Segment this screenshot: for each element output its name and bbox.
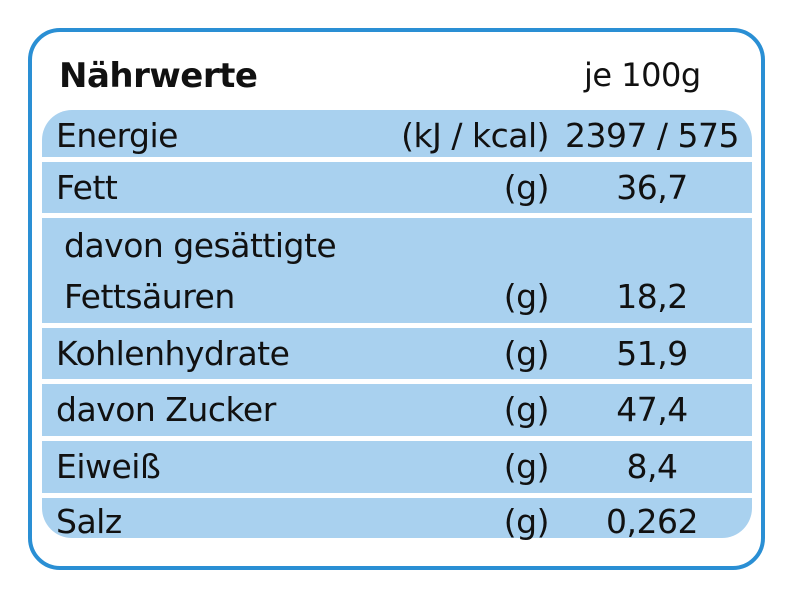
row-unit: (g) xyxy=(503,277,550,316)
nutrition-table: Energie (kJ / kcal) 2397 / 575 Fett (g) … xyxy=(42,110,752,541)
row-name-line1: davon gesättigte xyxy=(64,226,337,265)
row-unit: (g) xyxy=(503,447,550,486)
row-unit: (g) xyxy=(503,502,550,541)
row-name: davon Zucker xyxy=(56,390,276,429)
row-name: Fett xyxy=(56,168,118,207)
row-unit: (g) xyxy=(503,334,550,373)
row-value: 36,7 xyxy=(616,168,688,207)
table-row-fett: Fett (g) 36,7 xyxy=(42,162,752,218)
row-name: Energie xyxy=(56,116,178,155)
nutrition-label: Nährwerte je 100g Energie (kJ / kcal) 23… xyxy=(28,28,765,570)
nutrition-header: Nährwerte je 100g xyxy=(32,32,761,112)
row-name: Salz xyxy=(56,502,122,541)
row-value: 18,2 xyxy=(616,277,688,316)
row-name: Kohlenhydrate xyxy=(56,334,290,373)
table-row-gesaettigte-fettsaeuren: davon gesättigte Fettsäuren (g) 18,2 xyxy=(42,218,752,328)
table-row-salz: Salz (g) 0,262 xyxy=(42,498,752,541)
row-value: 8,4 xyxy=(626,447,678,486)
row-value: 51,9 xyxy=(616,334,688,373)
nutrition-title: Nährwerte xyxy=(59,56,258,96)
row-unit: (g) xyxy=(503,168,550,207)
table-row-zucker: davon Zucker (g) 47,4 xyxy=(42,384,752,441)
table-row-kohlenhydrate: Kohlenhydrate (g) 51,9 xyxy=(42,328,752,384)
row-name-line2: Fettsäuren xyxy=(64,277,235,316)
row-unit: (kJ / kcal) xyxy=(401,116,549,155)
table-row-energie: Energie (kJ / kcal) 2397 / 575 xyxy=(42,110,752,162)
table-row-eiweiss: Eiweiß (g) 8,4 xyxy=(42,441,752,498)
row-name: Eiweiß xyxy=(56,447,161,486)
row-unit: (g) xyxy=(503,390,550,429)
row-value: 47,4 xyxy=(616,390,688,429)
row-value: 2397 / 575 xyxy=(564,116,740,155)
per-100g-label: je 100g xyxy=(584,56,701,94)
row-value: 0,262 xyxy=(606,502,698,541)
